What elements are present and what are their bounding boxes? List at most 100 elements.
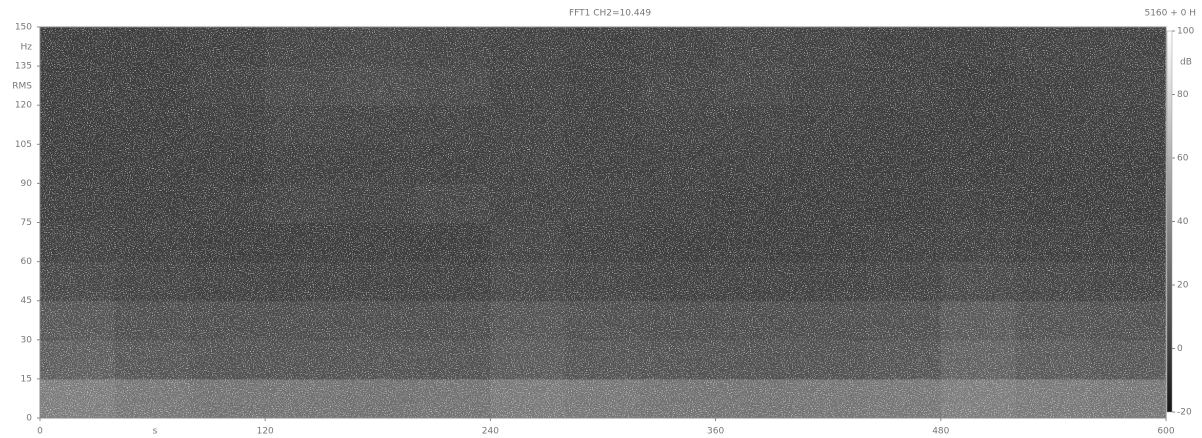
heat-cell [1015,339,1092,380]
heat-cell [790,66,867,106]
heat-cell [340,261,416,302]
heat-cell [265,144,341,184]
heat-cell [190,261,266,302]
heat-cell [865,261,942,302]
heat-cell [865,222,942,263]
heat-cell [265,183,341,223]
heat-cell [640,261,717,302]
heat-cell [190,144,266,184]
heat-cell [1015,183,1092,223]
heat-cell [265,300,341,341]
heat-cell [115,27,191,67]
heat-cell [715,183,792,223]
heat-cell [415,222,491,263]
heat-cell [490,105,566,145]
heat-cell [1090,339,1167,380]
heat-cell [790,144,867,184]
heat-cell [565,300,642,341]
y-unit: Hz [21,43,33,53]
heat-cell [790,183,867,223]
heat-cell [340,27,416,67]
heat-cell [790,339,867,380]
heat-cell [190,378,266,419]
heat-cell [1090,183,1167,223]
heat-cell [1015,66,1092,106]
x-tick-label: 480 [932,427,949,437]
heat-cell [640,378,717,419]
heat-cell [490,339,566,380]
heat-cell [415,66,491,106]
heat-cell [865,339,942,380]
heat-cell [1090,261,1167,302]
heat-cell [115,261,191,302]
heat-cell [640,144,717,184]
heat-cell [565,66,642,106]
colorbar-tick-label: -20 [1177,408,1192,418]
heat-cell [265,105,341,145]
heat-cell [115,66,191,106]
heat-cell [940,378,1017,419]
colorbar-tick-label: 60 [1177,154,1189,164]
colorbar-tick-label: 100 [1177,27,1194,37]
heat-cell [415,261,491,302]
heat-cell [865,300,942,341]
heat-cell [715,300,792,341]
y-tick-label: 15 [21,374,32,384]
heat-cell [940,144,1017,184]
y-tick-label: 105 [15,140,32,150]
heat-cell [190,66,266,106]
colorbar-tick-label: 80 [1177,90,1189,100]
heat-cell [1015,378,1092,419]
y-tick-label: 30 [21,335,33,345]
heat-cell [1090,27,1167,67]
heat-cell [790,222,867,263]
y-tick-label: 150 [15,23,32,33]
heat-cell [865,66,942,106]
heat-cell [640,183,717,223]
y-tick-label: 120 [15,101,32,111]
heat-cell [940,183,1017,223]
y-tick-label: 45 [21,296,32,306]
heat-cell [265,261,341,302]
heat-cell [940,339,1017,380]
heat-cell [415,105,491,145]
heat-cell [340,66,416,106]
y-unit: RMS [12,82,32,92]
heat-cell [265,27,341,67]
heat-cell [415,378,491,419]
heat-cell [865,378,942,419]
heat-cell [940,66,1017,106]
heat-cell [565,222,642,263]
heat-cell [1015,261,1092,302]
heat-cell [1015,144,1092,184]
heat-cell [40,105,116,145]
heat-cell [415,339,491,380]
heat-cell [40,339,116,380]
heat-cell [1015,300,1092,341]
heat-cell [640,105,717,145]
x-tick-label: 240 [482,427,499,437]
x-tick-label: 360 [707,427,724,437]
heat-cell [265,66,341,106]
heat-cell [565,183,642,223]
heat-cell [1090,222,1167,263]
heat-cell [790,300,867,341]
heat-cell [940,222,1017,263]
heat-cell [940,300,1017,341]
heat-cell [715,261,792,302]
y-tick-label: 90 [21,179,33,189]
heat-cell [790,105,867,145]
heat-cell [490,222,566,263]
heat-cell [340,183,416,223]
heat-cell [640,27,717,67]
heat-cell [115,183,191,223]
heat-cell [865,183,942,223]
heat-cell [1015,27,1092,67]
heat-cell [115,378,191,419]
x-unit: s [153,427,158,437]
heat-cell [640,222,717,263]
heat-cell [490,300,566,341]
heat-cell [1090,66,1167,106]
heat-cell [265,378,341,419]
heat-cell [940,261,1017,302]
